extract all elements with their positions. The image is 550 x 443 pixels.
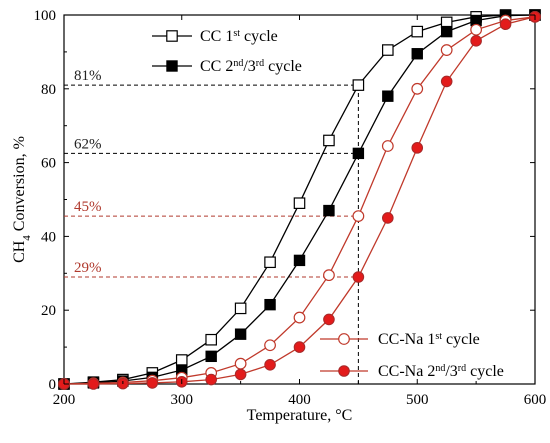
- data-point-cc23-7: [264, 298, 276, 311]
- data-point-na1-7: [264, 339, 276, 352]
- legend-entry-cc1: CC 1st cycle: [152, 28, 278, 46]
- data-point-na1-6: [234, 357, 247, 370]
- data-point-na23-15: [499, 18, 512, 31]
- legend-entry-na23: CC-Na 2nd/3rd cycle: [320, 363, 504, 381]
- data-point-cc23-12: [411, 48, 423, 60]
- data-point-cc23-10: [352, 147, 365, 160]
- legend-label-cc23: CC 2nd/3rd cycle: [200, 58, 302, 76]
- data-point-na1-14: [470, 23, 483, 36]
- annotation-label-0: 81%: [74, 68, 102, 84]
- legend-marker-na23: [338, 365, 350, 377]
- data-point-cc1-12: [411, 25, 424, 38]
- data-point-cc23-6: [234, 328, 247, 340]
- data-point-na23-13: [440, 75, 453, 88]
- data-point-na23-5: [205, 373, 217, 386]
- data-point-cc23-5: [205, 350, 217, 363]
- legend-label-na23: CC-Na 2nd/3rd cycle: [378, 363, 504, 381]
- y-tick-label-1: 20: [41, 303, 56, 319]
- legend-entry-cc23: CC 2nd/3rd cycle: [152, 58, 302, 76]
- data-point-cc1-9: [323, 134, 335, 147]
- data-point-cc1-5: [205, 333, 217, 346]
- legend-label-na1: CC-Na 1st cycle: [378, 331, 480, 349]
- data-point-na23-10: [352, 271, 365, 283]
- data-point-na23-7: [264, 359, 276, 371]
- data-point-na1-11: [381, 140, 394, 152]
- y-tick-label-3: 60: [41, 156, 56, 172]
- x-axis-title: Temperature, °C: [247, 407, 353, 424]
- legend-marker-na1: [338, 333, 350, 345]
- series-layer: [58, 9, 541, 390]
- legend-layer: CC 1st cycle CC 2nd/3rd cycle CC-Na 1st cy…: [152, 28, 504, 381]
- legend-label-cc1: CC 1st cycle: [200, 28, 278, 46]
- y-axis-title: CH4 Conversion, %: [11, 136, 33, 263]
- data-point-cc23-13: [440, 25, 453, 38]
- data-point-na23-1: [87, 378, 100, 390]
- y-tick-label-0: 0: [49, 377, 57, 393]
- data-point-na23-11: [382, 212, 394, 224]
- data-point-na1-10: [352, 210, 365, 223]
- data-point-cc1-11: [382, 44, 394, 56]
- data-point-na1-9: [323, 269, 335, 282]
- annotation-layer: 81% 62% 45% 29%: [64, 68, 359, 384]
- series-na23: [58, 11, 541, 390]
- annotation-label-1: 62%: [74, 136, 102, 152]
- y-tick-label-5: 100: [34, 8, 57, 24]
- legend-entry-na1: CC-Na 1st cycle: [320, 331, 480, 349]
- x-tick-label-1: 300: [171, 392, 194, 408]
- legend-marker-cc23: [166, 60, 178, 72]
- data-point-cc1-8: [293, 197, 306, 209]
- legend-marker-cc1: [166, 30, 178, 42]
- data-point-cc1-10: [352, 79, 365, 91]
- data-point-na23-9: [323, 313, 335, 326]
- data-point-na23-14: [470, 35, 482, 47]
- data-point-na23-12: [411, 142, 424, 154]
- data-point-na23-6: [234, 368, 247, 381]
- data-point-na23-3: [146, 377, 159, 389]
- x-tick-label-2: 400: [288, 392, 311, 408]
- y-tick-label-4: 80: [41, 82, 56, 98]
- y-tick-label-2: 40: [41, 229, 56, 245]
- data-point-cc1-6: [234, 302, 247, 315]
- data-point-cc23-11: [382, 90, 394, 102]
- annotation-label-3: 29%: [74, 260, 102, 276]
- x-tick-label-3: 500: [406, 392, 429, 408]
- data-point-na23-8: [293, 341, 306, 353]
- data-point-cc23-9: [323, 204, 335, 217]
- data-point-cc1-7: [264, 256, 276, 269]
- data-point-cc23-8: [293, 254, 306, 267]
- data-point-na1-8: [293, 311, 306, 324]
- data-point-na1-12: [411, 82, 424, 95]
- data-point-na1-13: [440, 44, 453, 56]
- annotation-label-2: 45%: [74, 199, 102, 215]
- axis-layer: 200 300 400 500 600 0 20 40 60 80 100 Temperature, …: [11, 8, 546, 424]
- x-tick-label-0: 200: [53, 392, 76, 408]
- data-point-cc1-4: [175, 354, 188, 366]
- x-tick-label-4: 600: [524, 392, 547, 408]
